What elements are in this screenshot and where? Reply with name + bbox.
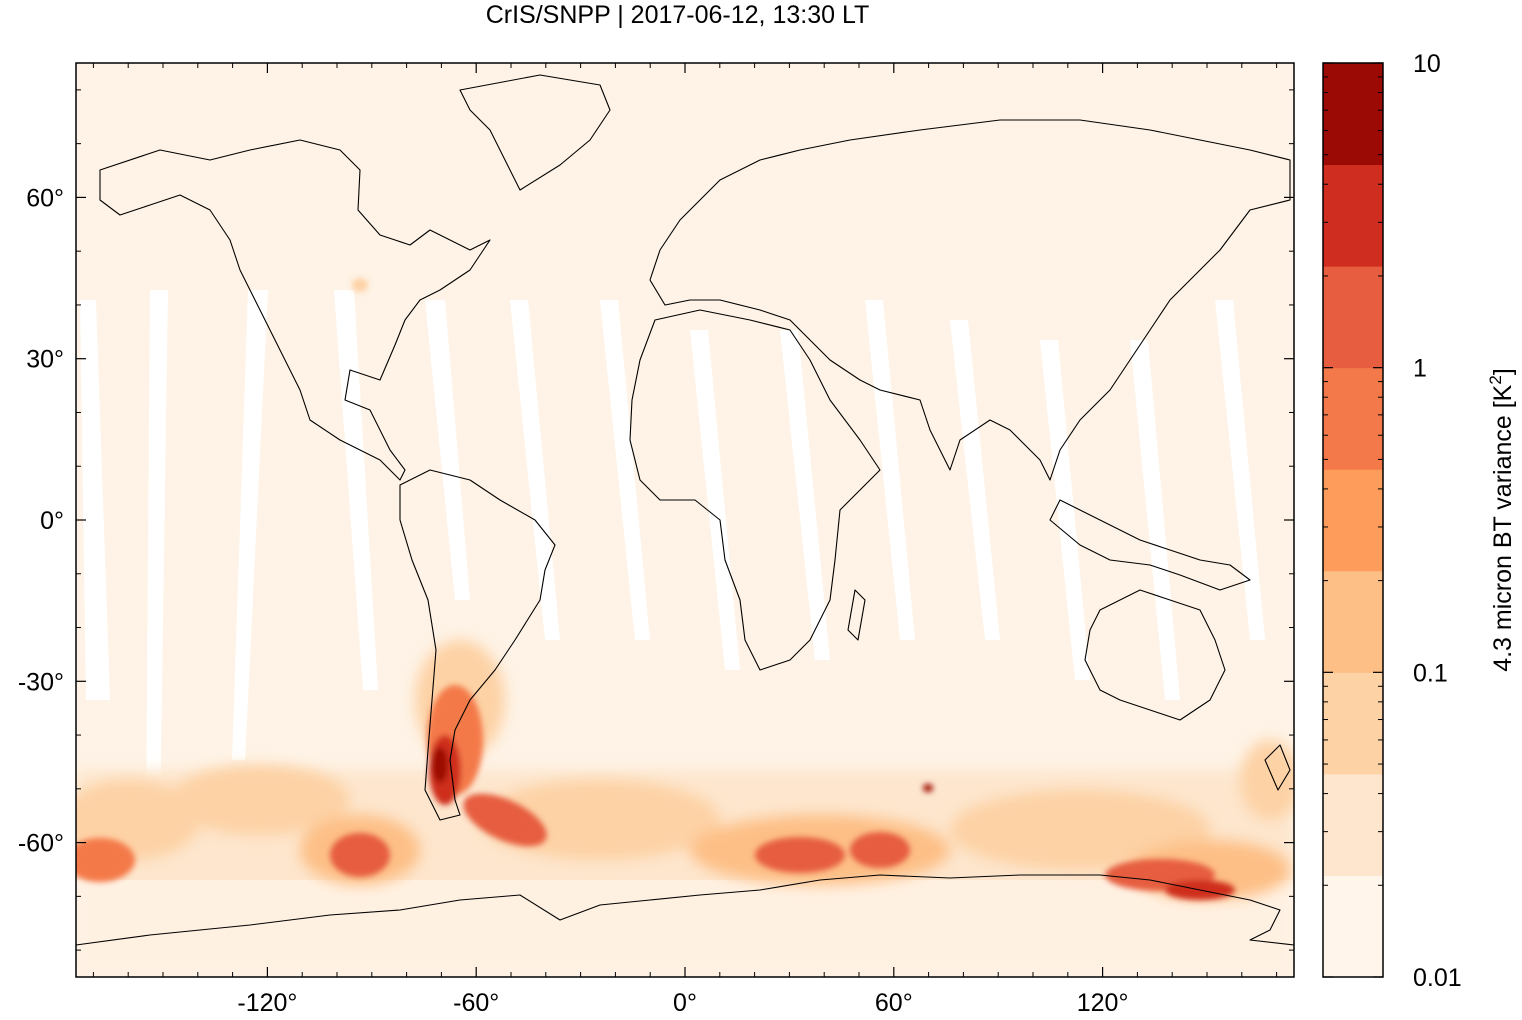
swath-gap bbox=[80, 300, 110, 700]
coastline-south-america bbox=[399, 469, 556, 821]
colorbar-bin bbox=[1323, 63, 1383, 166]
variance-band bbox=[76, 880, 1294, 977]
swath-gap bbox=[232, 290, 268, 760]
y-tick-label: 0° bbox=[40, 507, 64, 535]
y-tick-label: -30° bbox=[18, 668, 64, 696]
colorbar-frame bbox=[1322, 62, 1384, 978]
variance-hotspot bbox=[923, 784, 933, 792]
swath-gap bbox=[780, 330, 830, 660]
coastline-madagascar bbox=[847, 589, 866, 641]
swath-gap bbox=[334, 290, 378, 690]
variance-hotspot bbox=[352, 278, 368, 292]
colorbar-tick-label: 10 bbox=[1413, 50, 1441, 78]
coastline-eurasia bbox=[649, 119, 1291, 481]
colorbar-label-text: 4.3 micron BT variance [K bbox=[1489, 384, 1517, 671]
y-tick-label: -60° bbox=[18, 830, 64, 858]
x-axis: -120° -60° 0° 60° 120° bbox=[92, 63, 1278, 1017]
swath-gap bbox=[1215, 300, 1265, 640]
x-tick-label: 0° bbox=[673, 989, 697, 1017]
swath-gap bbox=[1040, 340, 1090, 680]
colorbar-bin bbox=[1323, 469, 1383, 572]
colorbar-bin bbox=[1323, 367, 1383, 470]
swath-gap bbox=[865, 300, 915, 640]
y-axis: 60° 30° 0° -30° -60° bbox=[18, 89, 1294, 951]
colorbar-bin bbox=[1323, 672, 1383, 775]
coastline-antarctica bbox=[76, 874, 1294, 946]
chart-title: CrIS/SNPP | 2017-06-12, 13:30 LT bbox=[485, 1, 870, 29]
coastline-maritime-se-asia bbox=[1049, 499, 1251, 591]
colorbar-bin bbox=[1323, 164, 1383, 267]
swath-gap bbox=[950, 320, 1000, 640]
colorbar-label: 4.3 micron BT variance [K2] bbox=[1486, 368, 1517, 672]
swath-gaps bbox=[80, 290, 1265, 820]
x-tick-label: 60° bbox=[875, 989, 913, 1017]
y-tick-label: 30° bbox=[26, 346, 64, 374]
x-tick-label: 120° bbox=[1077, 989, 1129, 1017]
coastlines bbox=[76, 74, 1294, 946]
colorbar-label-superscript: 2 bbox=[1486, 375, 1505, 384]
colorbar-label-close: ] bbox=[1489, 368, 1517, 375]
variance-patch bbox=[170, 765, 350, 835]
variance-field bbox=[76, 278, 1294, 977]
colorbar-bin bbox=[1323, 266, 1383, 369]
coastline-australia bbox=[1084, 589, 1226, 721]
variance-hotspot bbox=[463, 793, 547, 847]
variance-hotspot bbox=[755, 837, 845, 873]
colorbar-tick-label: 0.1 bbox=[1413, 659, 1448, 687]
coastline-africa bbox=[629, 309, 881, 671]
swath-gap bbox=[146, 290, 168, 820]
swath-gap bbox=[600, 300, 650, 640]
colorbar-bin bbox=[1323, 570, 1383, 673]
variance-patch bbox=[1240, 740, 1294, 820]
colorbar bbox=[1322, 62, 1384, 978]
variance-hotspot bbox=[330, 833, 390, 877]
x-tick-label: -120° bbox=[237, 989, 297, 1017]
variance-hotspot bbox=[432, 747, 448, 783]
coastline-north-america bbox=[99, 139, 491, 481]
coastline-new-zealand bbox=[1264, 744, 1291, 791]
colorbar-tick-label: 1 bbox=[1413, 355, 1427, 383]
swath-gap bbox=[510, 300, 560, 640]
map-panel bbox=[76, 63, 1294, 977]
coastline-greenland bbox=[459, 74, 611, 191]
variance-hotspot bbox=[76, 838, 135, 882]
variance-hotspot bbox=[850, 832, 910, 868]
swath-gap bbox=[425, 300, 470, 600]
swath-gap bbox=[690, 330, 740, 670]
variance-patch bbox=[950, 790, 1210, 870]
x-tick-label: -60° bbox=[453, 989, 499, 1017]
y-tick-label: 60° bbox=[26, 184, 64, 212]
colorbar-bin bbox=[1323, 875, 1383, 978]
colorbar-bin bbox=[1323, 773, 1383, 876]
colorbar-tick-label: 0.01 bbox=[1413, 964, 1462, 992]
colorbar-ticks: 10 1 0.1 0.01 bbox=[1323, 50, 1462, 992]
swath-gap bbox=[1130, 340, 1180, 700]
